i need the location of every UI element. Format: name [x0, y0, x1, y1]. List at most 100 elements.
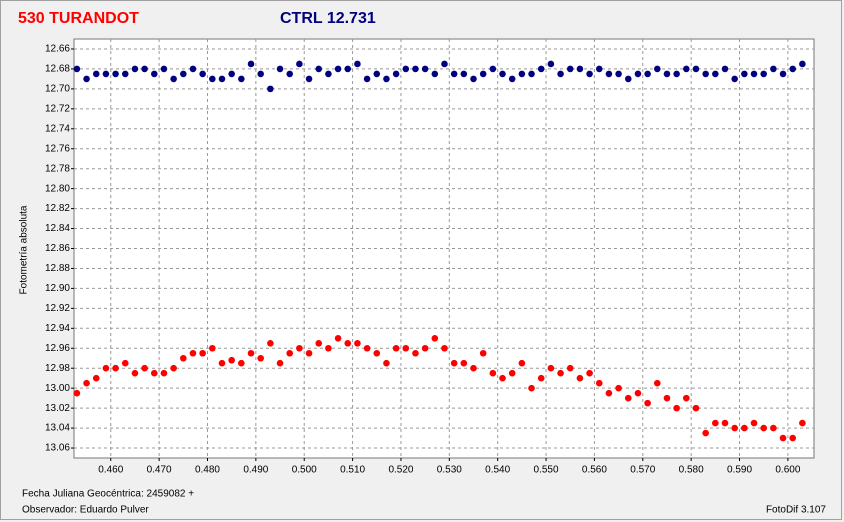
data-point	[131, 369, 139, 377]
data-point	[721, 419, 729, 427]
x-tick-label: 0.560	[582, 465, 607, 476]
data-point	[557, 369, 564, 377]
data-point	[131, 65, 139, 73]
y-axis-label: Fotometría absoluta	[19, 205, 30, 294]
data-point	[683, 65, 690, 73]
data-point	[663, 394, 671, 402]
data-point	[334, 65, 342, 73]
data-point	[741, 70, 748, 78]
data-point	[383, 359, 390, 367]
data-point	[315, 65, 323, 73]
data-point	[663, 70, 671, 78]
y-tick-label: 12.96	[45, 343, 70, 354]
y-tick-label: 12.72	[45, 103, 70, 114]
y-tick-label: 12.86	[45, 243, 70, 254]
data-point	[508, 75, 516, 83]
data-point	[644, 70, 651, 78]
data-point	[83, 75, 90, 83]
data-point	[595, 379, 603, 387]
x-tick-label: 0.570	[630, 465, 655, 476]
data-point	[421, 344, 429, 352]
data-point	[92, 374, 100, 382]
data-point	[450, 359, 458, 367]
data-point	[557, 70, 564, 78]
data-point	[605, 70, 613, 78]
data-point	[760, 424, 767, 432]
y-tick-label: 12.70	[45, 84, 70, 95]
x-tick-label: 0.520	[388, 465, 413, 476]
data-point	[537, 65, 545, 73]
data-point	[712, 70, 719, 78]
data-point	[189, 349, 197, 357]
data-point	[412, 349, 419, 357]
data-point	[537, 374, 545, 382]
data-point	[160, 369, 168, 377]
data-point	[731, 75, 738, 83]
data-point	[605, 389, 613, 397]
data-point	[286, 70, 294, 78]
data-point	[702, 429, 709, 437]
data-point	[779, 434, 787, 442]
data-point	[731, 424, 738, 432]
x-tick-label: 0.460	[98, 465, 123, 476]
x-tick-label: 0.580	[679, 465, 704, 476]
data-point	[286, 349, 294, 357]
data-point	[518, 70, 526, 78]
data-point	[344, 65, 352, 73]
data-point	[296, 344, 303, 352]
data-point	[402, 65, 410, 73]
data-point	[209, 75, 216, 83]
data-point	[634, 389, 642, 397]
data-point	[547, 364, 555, 372]
data-point	[615, 384, 622, 392]
data-point	[402, 344, 410, 352]
x-tick-label: 0.550	[534, 465, 559, 476]
data-point	[354, 339, 361, 347]
x-tick-label: 0.500	[292, 465, 317, 476]
data-point	[150, 70, 158, 78]
data-point	[238, 75, 245, 83]
y-tick-label: 12.82	[45, 203, 70, 214]
data-point	[750, 419, 758, 427]
data-point	[624, 75, 632, 83]
data-point	[479, 349, 487, 357]
x-tick-label: 0.540	[485, 465, 510, 476]
data-point	[460, 70, 468, 78]
data-point	[692, 404, 700, 412]
data-point	[441, 60, 448, 68]
data-point	[363, 75, 371, 83]
software-label: FotoDif 3.107	[766, 505, 826, 516]
y-tick-label: 12.74	[45, 123, 70, 134]
data-point	[296, 60, 303, 68]
data-point	[741, 424, 748, 432]
data-point	[770, 424, 777, 432]
y-tick-label: 13.04	[45, 423, 70, 434]
data-point	[586, 369, 593, 377]
y-tick-label: 12.76	[45, 143, 70, 154]
data-point	[102, 364, 110, 372]
data-point	[441, 344, 448, 352]
data-point	[770, 65, 777, 73]
data-point	[673, 70, 680, 78]
data-point	[489, 369, 497, 377]
data-point	[683, 394, 690, 402]
y-tick-label: 12.66	[45, 44, 70, 55]
data-point	[392, 70, 400, 78]
data-point	[112, 364, 119, 372]
x-tick-label: 0.470	[147, 465, 172, 476]
data-point	[460, 359, 468, 367]
data-point	[267, 339, 274, 347]
data-point	[760, 70, 767, 78]
y-tick-label: 12.88	[45, 263, 70, 274]
data-point	[586, 70, 593, 78]
data-point	[102, 70, 110, 78]
data-point	[112, 70, 119, 78]
data-point	[276, 65, 284, 73]
data-point	[209, 344, 216, 352]
data-point	[373, 349, 381, 357]
y-tick-label: 13.02	[45, 403, 70, 414]
data-point	[373, 70, 381, 78]
data-point	[238, 359, 245, 367]
